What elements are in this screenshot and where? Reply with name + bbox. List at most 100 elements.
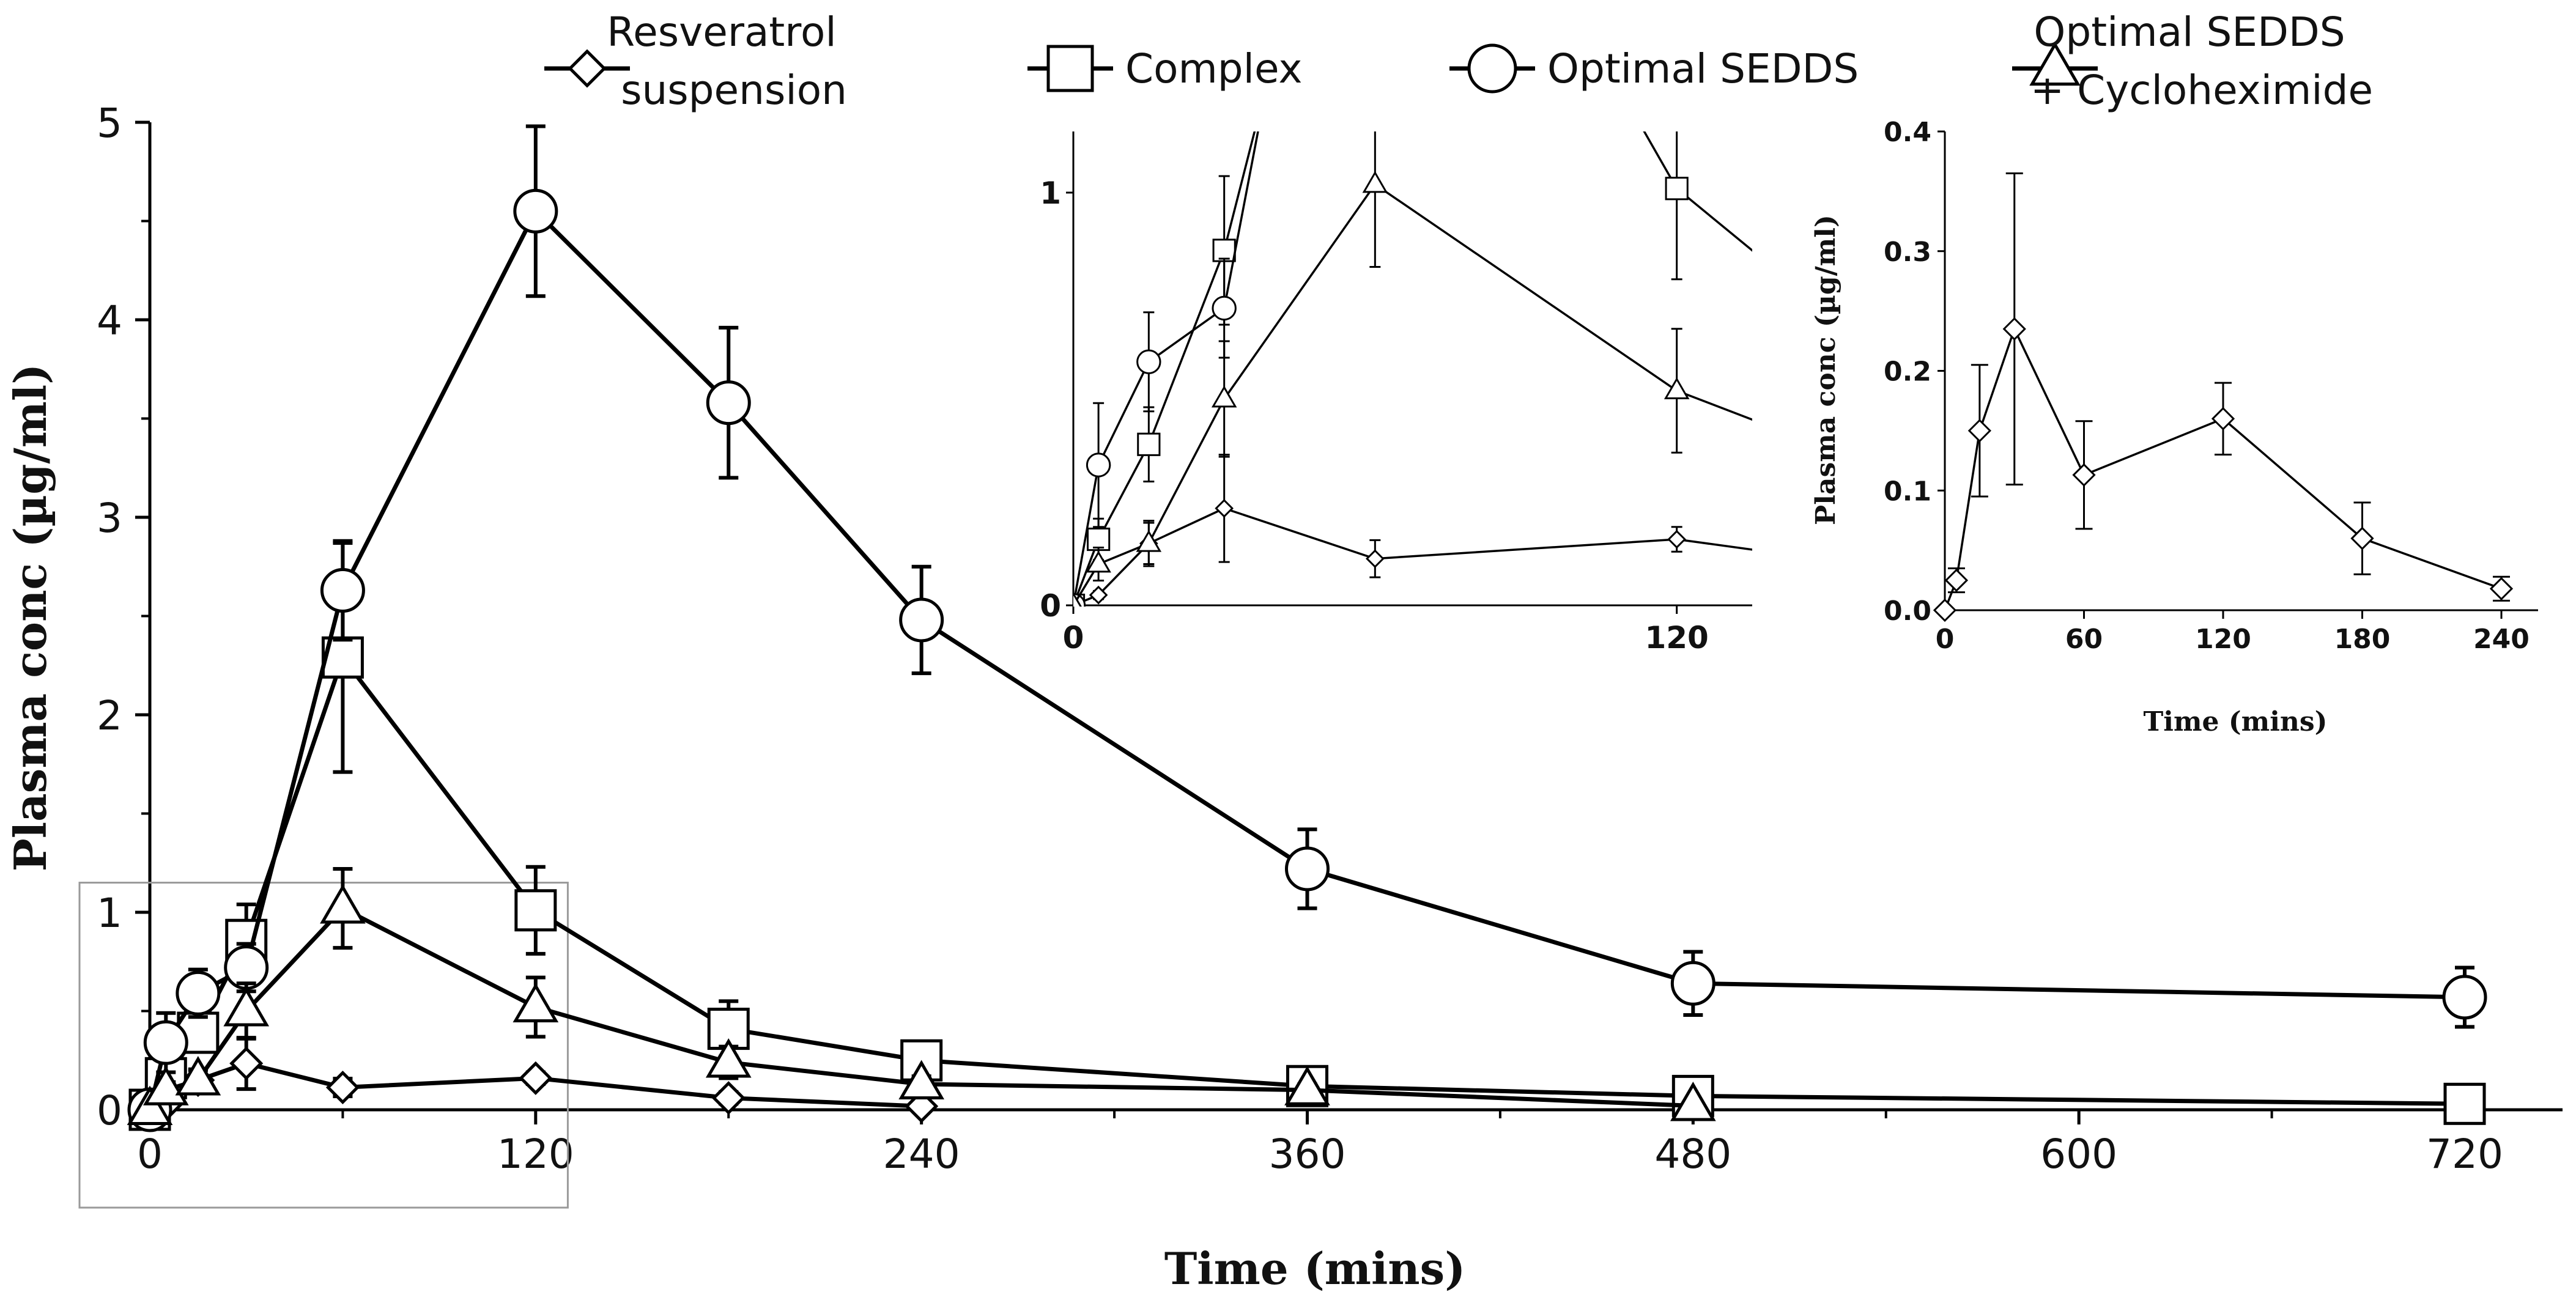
zoom-data-point-diamond	[1366, 549, 1385, 569]
suspension-x-tick-label: 120	[2195, 624, 2251, 655]
y-tick-label: 3	[97, 495, 122, 542]
zoom-data-point-square	[1665, 177, 1689, 201]
x-tick-label: 480	[1654, 1131, 1731, 1178]
suspension-data-point-diamond	[2211, 407, 2235, 430]
zoom-y-tick-label: 0	[1040, 588, 1061, 624]
suspension-y-tick-label: 0.3	[1884, 237, 1931, 268]
zoom-data-point-diamond	[1667, 530, 1686, 549]
data-point-diamond	[711, 1081, 746, 1115]
zoom-y-tick-label: 1	[1040, 175, 1061, 211]
suspension-data-point-diamond	[1933, 598, 1957, 622]
data-point-triangle	[1670, 1082, 1716, 1121]
legend-label: Complex	[1125, 45, 1303, 92]
zoom-data-point-triangle	[1362, 171, 1388, 193]
suspension-x-tick-label: 60	[2065, 624, 2103, 655]
x-tick-label: 720	[2426, 1131, 2503, 1178]
zoom-series-line	[1073, 131, 1259, 606]
data-point-circle	[706, 380, 751, 426]
data-point-square	[321, 636, 364, 679]
suspension-inset-plot: 0 60 120 180 240 0.0 0.1 0.2 0.3 0.4 Time (mins) Pl…	[1810, 117, 2538, 737]
suspension-x-tick-label: 0	[1936, 624, 1955, 655]
zoom-data-point-diamond	[1089, 585, 1108, 605]
x-tick-label: 120	[497, 1131, 574, 1178]
data-point-triangle	[320, 884, 366, 924]
zoom-data-point-diamond	[1215, 499, 1234, 518]
data-point-diamond	[519, 1061, 553, 1095]
x-axis-title: Time (mins)	[1164, 1242, 1466, 1294]
y-tick-label: 2	[97, 692, 122, 739]
suspension-x-tick-label: 180	[2334, 624, 2391, 655]
data-point-circle	[513, 188, 558, 234]
zoom-data-point-circle	[1212, 295, 1237, 321]
x-tick-label: 0	[137, 1131, 163, 1178]
zoom-data-point-square	[1137, 432, 1161, 456]
legend-item-circle: Optimal SEDDS	[1449, 43, 1859, 94]
legend-label: suspension	[621, 67, 847, 114]
data-point-square	[2443, 1082, 2486, 1125]
data-point-triangle	[513, 983, 559, 1023]
legend-label: Optimal SEDDS	[2034, 9, 2345, 56]
data-point-triangle	[175, 1056, 221, 1096]
zoom-data-point-triangle	[1136, 530, 1162, 552]
suspension-y-axis-title: Plasma conc (µg/ml)	[1810, 215, 1841, 525]
data-point-triangle	[705, 1038, 752, 1078]
data-point-square	[514, 889, 557, 932]
data-point-circle	[899, 597, 944, 643]
legend-marker-circle	[1467, 43, 1517, 94]
legend-label: Optimal SEDDS	[1547, 45, 1859, 92]
legend-item-square: Complex	[1027, 45, 1303, 92]
data-point-triangle	[223, 987, 270, 1027]
suspension-y-tick-label: 0.2	[1884, 356, 1931, 388]
suspension-data-point-diamond	[2002, 317, 2026, 341]
suspension-y-tick-label: 0.4	[1884, 117, 1931, 148]
data-point-circle	[320, 568, 365, 613]
zoom-series-circle	[1073, 131, 1259, 607]
data-point-triangle	[127, 1085, 173, 1125]
zoom-x-tick-label: 120	[1645, 620, 1708, 655]
zoom-data-point-triangle	[1086, 550, 1111, 573]
data-point-diamond	[229, 1046, 264, 1080]
y-tick-label: 4	[97, 297, 122, 344]
data-point-circle	[176, 970, 221, 1016]
zoom-series-line	[1073, 507, 1752, 607]
data-point-circle	[2442, 975, 2487, 1020]
legend-label: Resveratrol	[607, 9, 836, 56]
main-series-triangle	[127, 866, 1716, 1125]
zoom-data-point-triangle	[1664, 377, 1690, 399]
data-point-diamond	[325, 1070, 360, 1105]
zoom-inset-plot: 0 120 0 1	[1040, 131, 1752, 655]
zoom-inset-background	[1058, 131, 1752, 621]
zoom-data-point-triangle	[1211, 385, 1237, 408]
y-tick-label: 0	[97, 1087, 122, 1134]
suspension-x-axis-title: Time (mins)	[2144, 706, 2328, 737]
zoom-data-point-circle	[1136, 349, 1161, 374]
x-tick-label: 360	[1269, 1131, 1346, 1178]
zoom-series-triangle	[1073, 131, 1752, 607]
data-point-triangle	[898, 1060, 945, 1100]
x-tick-label: 240	[883, 1131, 960, 1178]
suspension-data-point-diamond	[2350, 526, 2374, 550]
zoom-series-line	[1073, 183, 1752, 606]
suspension-y-tick-label: 0.0	[1884, 596, 1931, 627]
zoom-inset-series	[1073, 131, 1752, 607]
zoom-data-point-circle	[1086, 452, 1111, 478]
legend-label: + Cycloheximide	[2030, 67, 2373, 114]
legend-marker-triangle	[2029, 41, 2081, 86]
data-point-circle	[1285, 846, 1330, 891]
zoom-data-point-triangle	[1073, 592, 1082, 607]
legend: Resveratrol suspension Complex Optimal SEDD…	[544, 9, 2373, 114]
suspension-series-line	[1944, 326, 2502, 611]
suspension-data-point-diamond	[2489, 577, 2514, 600]
x-tick-label: 600	[2040, 1131, 2117, 1178]
zoom-region-box	[78, 882, 569, 1209]
y-axis-title: Plasma conc (µg/ml)	[4, 364, 56, 872]
data-point-circle	[143, 1020, 188, 1065]
y-tick-label: 1	[97, 890, 122, 937]
legend-marker-square	[1046, 45, 1094, 92]
data-point-triangle	[1284, 1066, 1330, 1106]
legend-item-triangle: Optimal SEDDS + Cycloheximide	[2012, 9, 2373, 114]
legend-marker-diamond	[568, 49, 607, 88]
